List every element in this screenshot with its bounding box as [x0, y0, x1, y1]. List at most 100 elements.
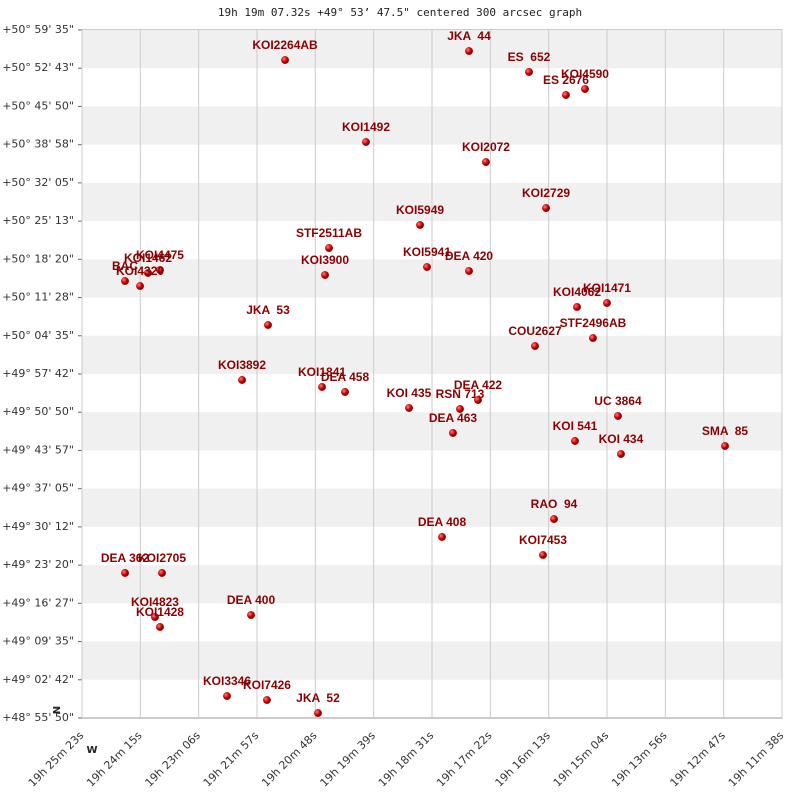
y-tick-label: +50° 59' 35" [2, 23, 74, 36]
star [341, 388, 349, 396]
star-label: KOI1841 [298, 365, 346, 379]
chart-title: 19h 19m 07.32s +49° 53’ 47.5" centered 3… [218, 6, 582, 19]
star [449, 429, 457, 437]
y-tick-label: +50° 25' 13" [2, 214, 74, 227]
star [318, 383, 326, 391]
star-label: KOI3346 [203, 674, 251, 688]
y-tick-label: +49° 09' 35" [2, 635, 74, 648]
star [156, 623, 164, 631]
star [456, 405, 464, 413]
star-label: RAO 94 [531, 497, 578, 511]
star [325, 244, 333, 252]
star-label: KOI2705 [138, 551, 186, 565]
star-label: KOI4590 [561, 67, 609, 81]
y-tick-label: +49° 30' 12" [2, 520, 74, 533]
star [617, 450, 625, 458]
star-label: KOI4320 [116, 264, 164, 278]
x-tick-label: 19h 16m 13s [493, 729, 554, 790]
star-label: COU2627 [508, 324, 562, 338]
y-tick-label: +49° 57' 42" [2, 367, 74, 380]
x-tick-label: 19h 17m 22s [434, 729, 495, 790]
star [263, 696, 271, 704]
star-label: SMA 85 [702, 424, 749, 438]
x-tick-label: 19h 21m 57s [201, 729, 262, 790]
x-tick-label: 19h 13m 56s [609, 729, 670, 790]
y-tick-label: +50° 38' 58" [2, 138, 74, 151]
y-tick-label: +49° 37' 05" [2, 482, 74, 495]
star [562, 91, 570, 99]
x-tick-label: 19h 18m 31s [376, 729, 437, 790]
star [281, 56, 289, 64]
y-tick-label: +49° 43' 57" [2, 443, 74, 456]
north-label: N [52, 706, 63, 714]
star [405, 404, 413, 412]
star-label: DEA 408 [418, 515, 467, 529]
y-tick-label: +50° 45' 50" [2, 99, 74, 112]
star-label: ES 652 [508, 50, 551, 64]
star [223, 692, 231, 700]
star [465, 267, 473, 275]
star [238, 376, 246, 384]
star [573, 303, 581, 311]
star [581, 85, 589, 93]
star [603, 299, 611, 307]
star [144, 269, 152, 277]
y-tick-label: +50° 52' 43" [2, 61, 74, 74]
star-label: DEA 422 [454, 378, 503, 392]
star [423, 263, 431, 271]
star-label: KOI1428 [136, 605, 184, 619]
star-label: KOI 434 [599, 432, 644, 446]
star [264, 321, 272, 329]
star-label: KOI4062 [553, 285, 601, 299]
x-tick-label: 19h 15m 04s [551, 729, 612, 790]
star-label: KOI4475 [136, 248, 184, 262]
star-label: KOI1492 [342, 120, 390, 134]
star [156, 266, 164, 274]
y-tick-label: +49° 16' 27" [2, 596, 74, 609]
west-label: W [86, 745, 97, 756]
star [721, 442, 729, 450]
x-tick-label: 19h 25m 23s [26, 729, 87, 790]
star [121, 277, 129, 285]
y-tick-label: +50° 11' 28" [2, 291, 74, 304]
star [158, 569, 166, 577]
star [416, 221, 424, 229]
star [614, 412, 622, 420]
star [531, 342, 539, 350]
star-label: DEA 420 [445, 249, 494, 263]
x-tick-label: 19h 20m 48s [259, 729, 320, 790]
star [247, 611, 255, 619]
star-label: DEA 362 [101, 551, 150, 565]
x-tick-label: 19h 11m 38s [726, 729, 787, 790]
star [482, 158, 490, 166]
star [525, 68, 533, 76]
star-label: RSN 713 [436, 387, 485, 401]
x-tick-label: 19h 24m 15s [84, 729, 145, 790]
star [571, 437, 579, 445]
star-label: KOI5941 [403, 245, 451, 259]
star-label: ES 2676 [543, 73, 589, 87]
y-tick-label: +49° 23' 20" [2, 558, 74, 571]
star [362, 138, 370, 146]
y-tick-label: +50° 18' 20" [2, 252, 74, 265]
star-label: JKA 44 [447, 29, 491, 43]
x-tick-label: 19h 19m 39s [318, 729, 379, 790]
star-label: KOI 541 [553, 419, 598, 433]
star [321, 271, 329, 279]
star [136, 282, 144, 290]
star-label: KOI7426 [243, 678, 291, 692]
star [542, 204, 550, 212]
star [314, 709, 322, 717]
star-label: KOI2072 [462, 140, 510, 154]
star-label: KOI1462 [124, 251, 172, 265]
star [589, 334, 597, 342]
y-tick-label: +48° 55' 50" [2, 711, 74, 724]
star-label: STF2496AB [560, 316, 627, 330]
star-label: BAC [112, 259, 138, 273]
star-label: DEA 400 [227, 593, 276, 607]
star-label: KOI 435 [387, 386, 432, 400]
star-label: STF2511AB [296, 226, 362, 240]
x-tick-label: 19h 23m 06s [143, 729, 204, 790]
star-label: DEA 458 [321, 370, 370, 384]
